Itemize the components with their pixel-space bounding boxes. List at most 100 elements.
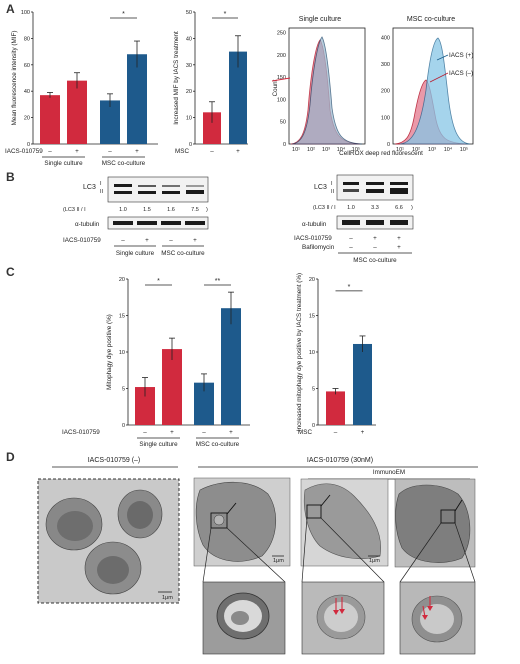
flow-ylabel: Count [272,79,279,96]
flow-title-single: Single culture [299,16,342,23]
flow-x-tick: 10² [412,147,420,153]
y-tick-label: 40 [186,36,192,42]
bar [127,54,147,144]
y-tick-label: 15 [309,314,315,320]
y-tick-label: 30 [186,63,192,69]
panel-letter-c: C [6,265,15,279]
treatment-sign: – [108,148,112,155]
treatment-sign: + [229,429,233,436]
y-tick-label: 15 [119,314,125,320]
row-label: MSC [175,148,189,155]
treatment-sign: + [397,244,401,251]
bar [194,382,214,425]
flow-x-tick: 10³ [322,147,330,153]
flow-y-tick: 300 [381,62,390,68]
flow-y-tick: 200 [277,53,286,59]
treatment-sign: – [48,148,52,155]
group-label: MSC co-culture [102,160,146,167]
flow-y-tick: 0 [387,142,390,148]
flow-xlabel: CellROX deep red fluorescent [339,150,423,157]
band-i-left: I [100,181,102,187]
ratio-label-right: (LC3 II / I [313,205,336,211]
bar [100,100,120,144]
bar [221,308,241,425]
y-tick-label: 20 [119,277,125,283]
flow-y-tick: 100 [277,97,286,103]
treatment-sign: + [236,148,240,155]
tubulin-label-right: α-tubulin [302,221,327,228]
y-axis-label: Increased mitophagy dye positive by IACS… [296,273,303,431]
panel-letter-a: A [6,2,15,16]
panel-a-bar-chart-mfi: 0 20 40 60 80 100 Mean fluorescence intensity … [5,10,158,167]
flow-x-tick: 10⁴ [337,146,346,153]
y-tick-label: 0 [312,423,315,429]
lc3-ratio: 1.0 [119,207,127,213]
group-label-b-right: MSC co-culture [353,257,397,264]
treatment-sign: – [210,148,214,155]
y-tick-label: 0 [27,142,30,148]
bar [135,387,155,425]
treatment-sign: – [373,244,377,251]
bar [229,51,247,144]
treatment-sign: + [170,429,174,436]
y-axis-label: Increased MIF by IACS treatment [173,31,180,125]
significance-marker: ** [215,278,221,285]
group-label: MSC co-culture [161,250,205,257]
y-tick-label: 60 [24,63,30,69]
flow-x-tick: 10¹ [396,147,404,153]
row-label: MSC [298,429,312,436]
tubulin-label-left: α-tubulin [75,221,100,228]
y-tick-label: 10 [119,350,125,356]
significance-marker: * [348,284,351,291]
treatment-sign: + [135,148,139,155]
lc3-ratio: 1.6 [167,207,175,213]
treatment-sign: – [121,237,125,244]
panel-c-bar-chart-increase: 0 5 10 15 20 Increased mitophagy dye positive… [296,273,376,436]
row1-label-b-right: IACS-010759 [294,235,332,242]
group-label: Single culture [44,160,83,167]
panel-d-em-images: IACS-010759 (–) IACS-010759 (30nM) Immun… [37,457,478,655]
significance-marker: * [122,11,125,18]
bar [203,112,221,144]
lc3-label-right: LC3 [314,184,327,191]
group-label: Single culture [116,250,155,257]
flow-y-tick: 0 [283,142,286,148]
flow-x-tick: 10⁵ [352,146,360,153]
y-tick-label: 80 [24,36,30,42]
y-tick-label: 100 [21,10,30,16]
bar [67,80,87,144]
group-label: Single culture [139,441,178,448]
band-ii-left: II [100,189,104,195]
significance-marker: * [157,278,160,285]
treatment-sign: – [334,429,338,436]
row2-label-b-right: Bafilomycin [302,244,335,251]
bar [353,343,372,425]
treatment-sign: + [361,429,365,436]
ratio-label-left: (LC3 II / I [63,207,86,213]
panel-a-bar-chart-increase: 0 10 20 30 40 50 Increased MIF by IACS treatme… [173,10,248,155]
header-untreated: IACS-010759 (–) [88,457,141,464]
treatment-sign: – [169,237,173,244]
y-tick-label: 20 [24,116,30,122]
band-i-right: I [331,181,333,187]
panel-b-right-blot: LC3 I II (LC3 II / I 1.0 3.3 6.6 ) α-tubul… [294,174,414,264]
treatment-sign: + [75,148,79,155]
y-tick-label: 10 [186,116,192,122]
legend-iacs-minus: IACS (–) [449,70,473,77]
flow-x-tick: 10⁵ [460,146,468,153]
band-ii-right: II [331,189,335,195]
y-tick-label: 20 [309,277,315,283]
lc3-ratio: 1.0 [347,205,355,211]
flow-y-tick: 50 [280,120,286,126]
ratio-close-left: ) [206,207,208,213]
treatment-sign: + [397,235,401,242]
flow-x-tick: 10³ [428,147,436,153]
flow-x-tick: 10¹ [292,147,300,153]
treatment-sign: – [349,235,353,242]
y-tick-label: 50 [186,10,192,16]
y-tick-label: 10 [309,350,315,356]
flow-title-coculture: MSC co-culture [407,16,455,23]
y-tick-label: 20 [186,89,192,95]
flow-x-tick: 10⁴ [444,146,453,153]
